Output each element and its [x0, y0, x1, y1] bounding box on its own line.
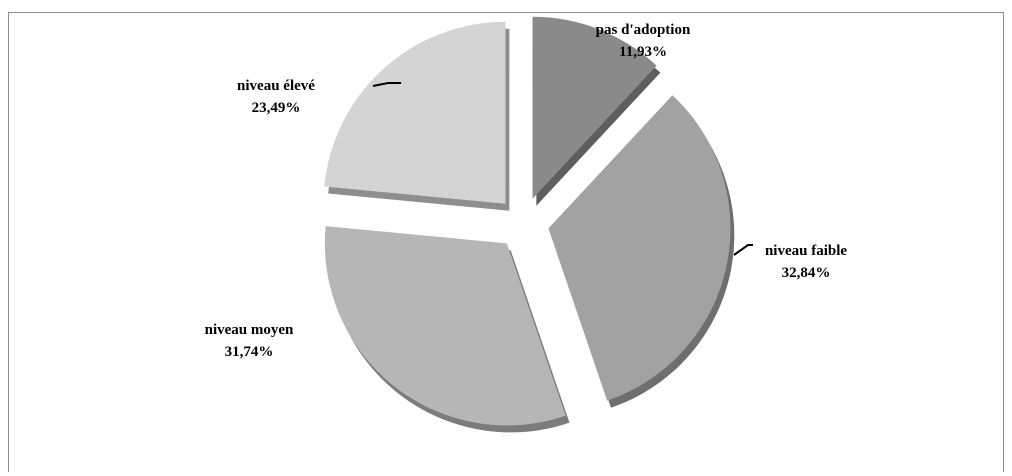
slice-value-label-1: 32,84% [782, 265, 831, 281]
slice-label-0: pas d'adoption [596, 22, 691, 38]
slice-value-label-2: 31,74% [225, 344, 274, 360]
leader-line-1 [733, 244, 753, 256]
slice-value-label-3: 23,49% [252, 100, 301, 116]
slice-label-1: niveau faible [765, 243, 847, 259]
chart-frame: pas d'adoption 11,93% niveau faible 32,84% n… [8, 12, 1004, 472]
pie-slice-0 [532, 16, 657, 199]
slice-value-label-0: 11,93% [619, 44, 667, 60]
leader-line-3 [372, 82, 401, 87]
pie-slice-1 [548, 95, 731, 401]
pie-slice-2 [324, 226, 566, 426]
pie-slice-3 [324, 21, 506, 204]
pie-chart: pas d'adoption 11,93% niveau faible 32,84% n… [205, 16, 847, 433]
slice-label-3: niveau élevé [237, 78, 315, 94]
slice-label-2: niveau moyen [205, 322, 294, 338]
